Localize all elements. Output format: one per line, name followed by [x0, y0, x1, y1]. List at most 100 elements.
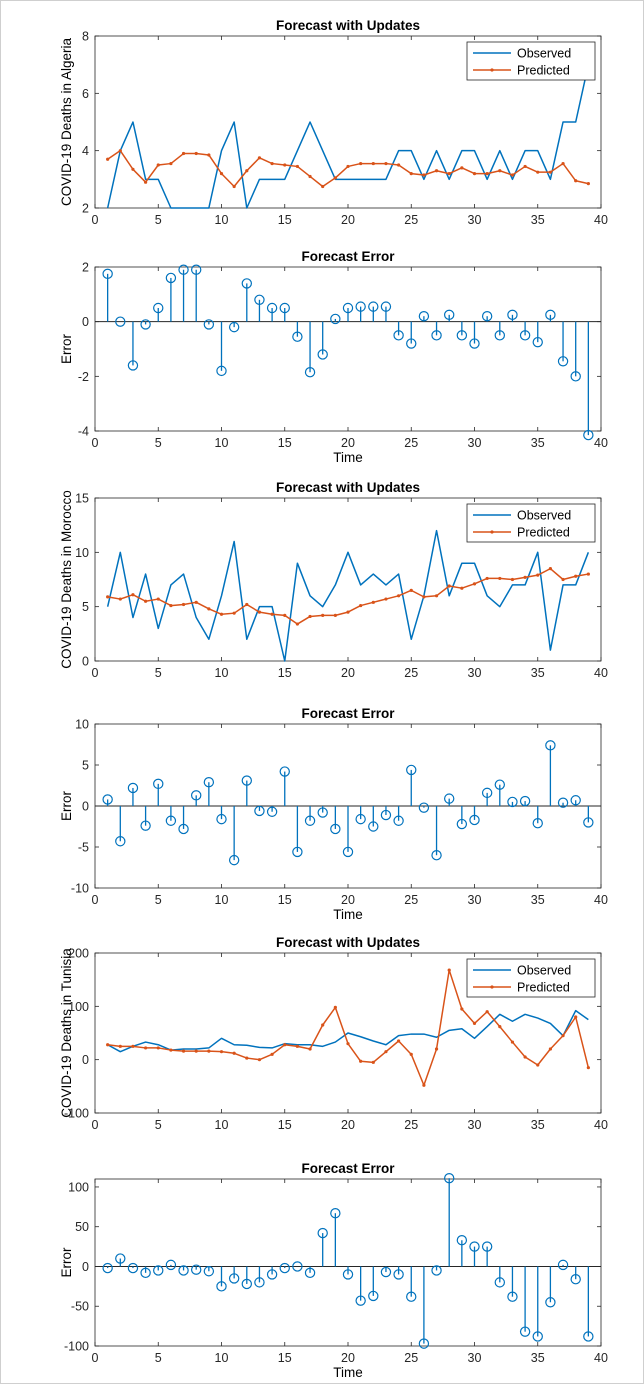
x-tick-label: 15 — [278, 1118, 292, 1132]
stem-marker — [444, 309, 455, 321]
stem-marker — [203, 1266, 215, 1277]
y-tick-label: 0 — [82, 800, 89, 814]
x-tick-label: 5 — [155, 436, 162, 450]
stem-marker — [507, 796, 518, 808]
stem-marker — [102, 794, 113, 805]
chart-panel-2: 0 5 10 15 20 25 30 35 40 -4 -2 0 2 Forecast Error Time… — [59, 249, 608, 465]
series-line-observed — [107, 1009, 589, 1053]
x-tick-label: 15 — [278, 666, 292, 680]
stem-marker — [127, 360, 139, 371]
stem-marker — [216, 813, 227, 825]
stem-marker — [494, 779, 505, 790]
stem-marker — [228, 321, 240, 333]
x-tick-label: 40 — [594, 893, 608, 907]
stem-marker — [304, 815, 316, 826]
stem-marker — [456, 330, 468, 341]
x-tick-label: 25 — [404, 436, 418, 450]
y-tick-label: -2 — [78, 370, 89, 384]
data-point-predicted — [548, 567, 553, 571]
plot-area — [94, 1178, 602, 1347]
x-tick-label: 5 — [155, 1351, 162, 1365]
data-point-predicted — [308, 614, 312, 619]
stem-marker — [368, 1290, 379, 1302]
data-point-predicted — [561, 161, 565, 166]
stem-marker — [102, 1262, 113, 1274]
x-tick-label: 30 — [468, 1351, 482, 1365]
y-axis-label: Error — [59, 333, 74, 364]
x-tick-label: 30 — [468, 436, 482, 450]
y-tick-label: 100 — [68, 1000, 89, 1014]
stem-marker — [406, 764, 417, 776]
stem-marker — [507, 309, 518, 321]
data-point-predicted — [409, 588, 413, 592]
legend-label-predicted: Predicted — [517, 981, 570, 995]
stem-marker — [532, 336, 543, 348]
stem-marker — [418, 1338, 430, 1349]
data-point-predicted — [245, 602, 249, 607]
stem-marker — [393, 330, 404, 341]
stem-marker — [481, 311, 493, 322]
data-point-predicted — [333, 176, 337, 180]
stem-marker — [317, 349, 328, 360]
stem-marker — [304, 367, 316, 378]
stem-marker — [507, 1291, 518, 1302]
legend: Observed Predicted — [466, 958, 596, 998]
data-point-predicted — [472, 1021, 477, 1025]
data-point-predicted — [295, 164, 299, 169]
legend-label-observed: Observed — [517, 964, 571, 978]
stem-marker — [165, 815, 177, 826]
data-point-predicted — [536, 573, 540, 577]
x-tick-label: 20 — [341, 1118, 355, 1132]
legend-label-predicted: Predicted — [517, 64, 570, 78]
x-axis-label: Time — [333, 450, 363, 465]
stem-marker — [292, 331, 303, 342]
data-point-predicted — [409, 1052, 413, 1056]
stem-marker — [532, 818, 543, 829]
data-point-predicted — [460, 586, 464, 590]
stem-marker — [545, 309, 556, 321]
stem-marker — [178, 1265, 189, 1276]
data-point-predicted — [384, 161, 388, 166]
x-tick-label: 10 — [215, 436, 229, 450]
legend: Observed Predicted — [466, 41, 596, 81]
data-point-predicted — [232, 611, 236, 615]
stem-marker — [254, 294, 265, 305]
x-tick-label: 25 — [404, 213, 418, 227]
x-tick-label: 0 — [92, 893, 99, 907]
stem-marker — [330, 1207, 341, 1219]
data-point-predicted — [574, 1015, 578, 1019]
stem-marker — [266, 806, 278, 817]
stem-marker — [355, 813, 366, 825]
stem-marker — [444, 793, 455, 804]
stem-marker — [519, 330, 531, 341]
data-point-predicted — [346, 1042, 350, 1046]
data-point-predicted — [156, 597, 160, 601]
x-tick-label: 5 — [155, 893, 162, 907]
x-axis-label: Time — [333, 1365, 363, 1380]
data-point-predicted — [321, 1023, 325, 1027]
x-tick-label: 40 — [594, 1351, 608, 1365]
data-point-predicted — [397, 594, 401, 598]
data-point-predicted — [219, 612, 224, 616]
data-point-predicted — [498, 169, 502, 173]
x-tick-label: 0 — [92, 666, 99, 680]
stem-marker — [532, 1331, 543, 1342]
data-point-predicted — [270, 161, 274, 166]
stem-marker — [178, 264, 189, 275]
stem-marker — [393, 815, 404, 826]
stem-marker — [317, 807, 328, 818]
data-point-predicted — [447, 968, 451, 972]
data-point-predicted — [359, 1059, 363, 1063]
data-point-predicted — [169, 1048, 173, 1052]
stem-marker — [127, 1262, 139, 1274]
data-point-predicted — [118, 149, 122, 153]
x-tick-label: 30 — [468, 1118, 482, 1132]
data-point-predicted — [523, 575, 527, 579]
chart-panel-3: 0 5 10 15 20 25 30 35 40 0 5 10 15 Forecast with Upda… — [59, 480, 608, 680]
stem-marker — [140, 1267, 151, 1279]
data-point-predicted — [131, 593, 135, 597]
data-point-predicted — [485, 1010, 489, 1014]
x-tick-label: 10 — [215, 893, 229, 907]
